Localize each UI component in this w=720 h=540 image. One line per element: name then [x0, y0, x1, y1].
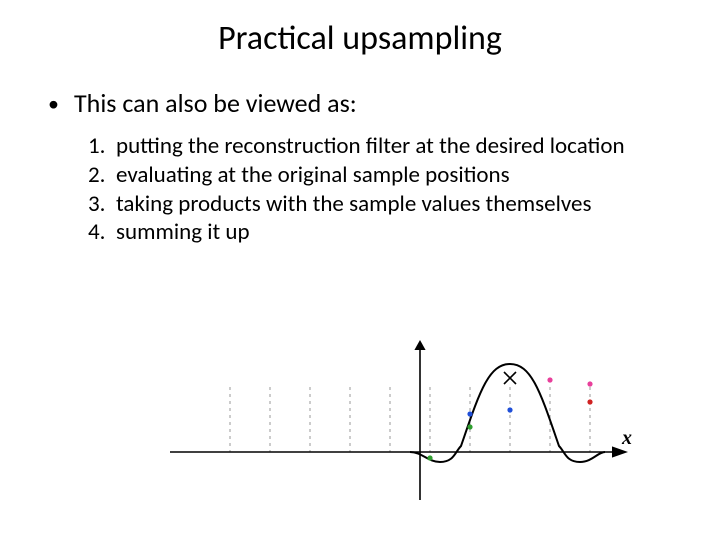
- figure-svg: x: [160, 332, 640, 512]
- list-item: 1. putting the reconstruction filter at …: [88, 132, 660, 161]
- list-item: 2. evaluating at the original sample pos…: [88, 161, 660, 190]
- slide: Practical upsampling • This can also be …: [0, 0, 720, 540]
- list-text: summing it up: [116, 218, 660, 247]
- slide-title: Practical upsampling: [0, 18, 720, 59]
- numbered-list: 1. putting the reconstruction filter at …: [88, 132, 660, 247]
- bullet-marker: •: [48, 88, 74, 117]
- list-text: putting the reconstruction filter at the…: [116, 132, 660, 161]
- list-number: 4.: [88, 218, 116, 247]
- list-text: evaluating at the original sample positi…: [116, 161, 660, 190]
- list-number: 1.: [88, 132, 116, 161]
- list-item: 4. summing it up: [88, 218, 660, 247]
- upsampling-figure: x: [160, 332, 640, 512]
- list-number: 2.: [88, 161, 116, 190]
- list-item: 3. taking products with the sample value…: [88, 190, 660, 219]
- bullet-text: This can also be viewed as:: [74, 88, 357, 119]
- list-number: 3.: [88, 190, 116, 219]
- svg-text:x: x: [621, 427, 632, 449]
- bullet-block: • This can also be viewed as:: [48, 88, 680, 119]
- bullet-row: • This can also be viewed as:: [48, 88, 680, 119]
- list-text: taking products with the sample values t…: [116, 190, 660, 219]
